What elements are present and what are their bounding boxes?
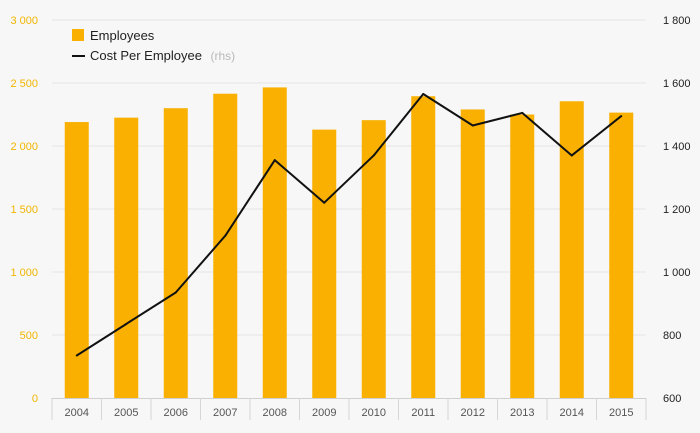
legend-label-rhs: (rhs) [210, 49, 235, 63]
bar-2005 [114, 117, 139, 399]
line-point-2014 [570, 154, 573, 157]
y-left-tick-label: 2 000 [10, 141, 38, 153]
legend-label-cost-text: Cost Per Employee [90, 48, 202, 63]
bar-2008 [262, 87, 287, 398]
y-right-tick-label: 1 400 [663, 141, 691, 153]
line-point-2005 [125, 322, 128, 325]
legend-swatch-employees [72, 29, 84, 41]
x-tick-label: 2011 [411, 407, 435, 419]
bar-2012 [460, 109, 485, 399]
line-point-2009 [323, 201, 326, 204]
x-tick-label: 2014 [560, 407, 584, 419]
line-point-2004 [75, 354, 78, 357]
bar-2015 [609, 112, 634, 399]
x-tick-label: 2009 [312, 407, 336, 419]
x-tick-label: 2013 [510, 407, 534, 419]
y-left-tick-label: 0 [32, 393, 38, 405]
x-tick-label: 2010 [362, 407, 386, 419]
line-point-2008 [273, 159, 276, 162]
y-right-tick-label: 1 800 [663, 15, 691, 27]
x-tick-label: 2007 [213, 407, 237, 419]
y-left-tick-label: 1 500 [10, 204, 38, 216]
line-point-2007 [224, 234, 227, 237]
line-point-2006 [174, 291, 177, 294]
x-axis: 2004 2005 2006 2007 2008 2009 2010 2011 2012 2013… [51, 398, 647, 420]
bar-2011 [411, 96, 436, 398]
y-left-tick-label: 1 000 [10, 267, 38, 279]
line-point-2010 [372, 154, 375, 157]
line-point-2011 [422, 93, 425, 96]
y-left-tick-label: 3 000 [10, 15, 38, 27]
x-tick-label: 2015 [609, 407, 633, 419]
y-axis-left: 0 500 1 000 1 500 2 000 2 500 3 000 [10, 15, 38, 405]
y-right-tick-label: 1 000 [663, 267, 691, 279]
line-path-cost-per-employee [76, 93, 622, 357]
bar-2009 [312, 129, 337, 398]
legend-label-employees: Employees [90, 28, 155, 43]
x-tick-label: 2008 [263, 407, 287, 419]
x-tick-label: 2005 [114, 407, 138, 419]
y-right-tick-label: 800 [663, 330, 681, 342]
y-right-tick-label: 1 600 [663, 78, 691, 90]
y-left-tick-label: 500 [20, 330, 38, 342]
y-axis-right: 600 800 1 000 1 200 1 400 1 600 1 800 [663, 15, 691, 405]
y-right-tick-label: 1 200 [663, 204, 691, 216]
bar-2013 [510, 114, 535, 398]
bar-2006 [163, 108, 188, 398]
line-point-2012 [471, 124, 474, 127]
y-left-tick-label: 2 500 [10, 78, 38, 90]
bar-2004 [64, 122, 89, 398]
legend-label-cost-per-employee: Cost Per Employee (rhs) [90, 47, 235, 64]
x-tick-label: 2004 [65, 407, 89, 419]
line-series-cost-per-employee [75, 93, 623, 357]
bar-series-employees [64, 87, 634, 399]
bar-2010 [361, 120, 386, 399]
legend: Employees Cost Per Employee (rhs) [72, 28, 235, 64]
x-tick-label: 2012 [461, 407, 485, 419]
gridlines [52, 19, 646, 336]
bar-2014 [559, 101, 584, 399]
line-point-2013 [521, 111, 524, 114]
y-right-tick-label: 600 [663, 393, 681, 405]
x-tick-label: 2006 [164, 407, 188, 419]
line-point-2015 [620, 115, 623, 118]
